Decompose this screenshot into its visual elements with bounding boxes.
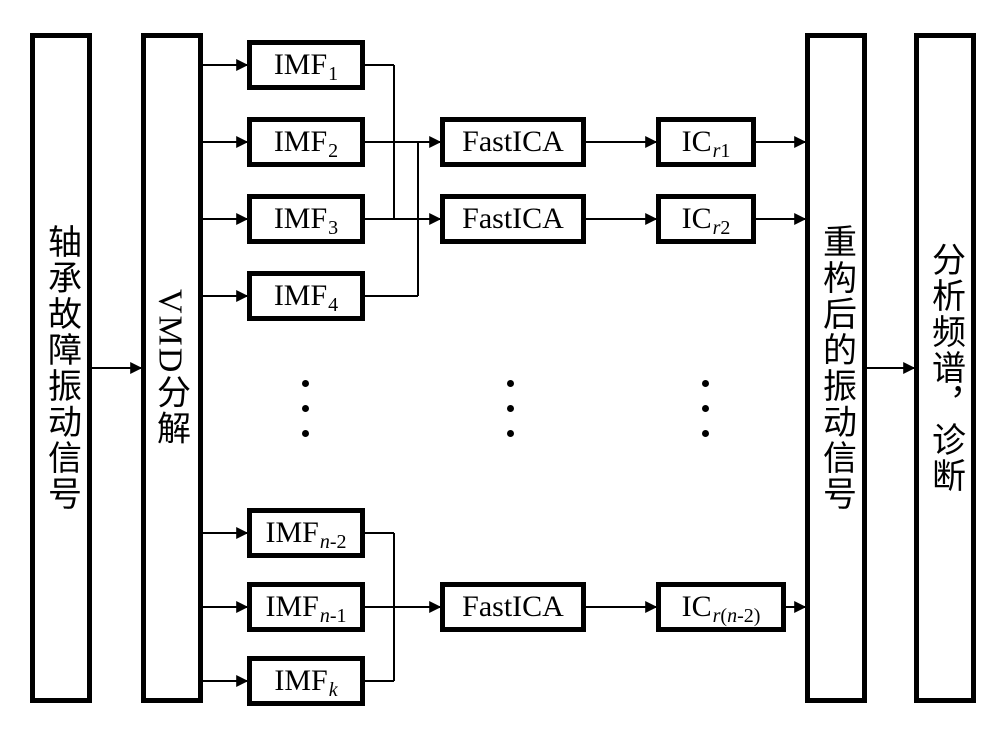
imf-label: IMF3 bbox=[274, 202, 338, 236]
stage-reconstructed-signal-label: 重构后的振动信号 bbox=[812, 224, 861, 512]
imf-label: IMF4 bbox=[274, 279, 338, 313]
ic-box-1: ICr1 bbox=[656, 117, 756, 167]
fastica-box-1: FastICA bbox=[440, 117, 586, 167]
imf-box-5: IMFn-2 bbox=[247, 508, 365, 558]
imf-box-6: IMFn-1 bbox=[247, 582, 365, 632]
stage-analysis: 分析频谱，诊断 bbox=[914, 33, 976, 703]
fastica-label: FastICA bbox=[462, 125, 564, 159]
ic-label: ICr1 bbox=[682, 125, 731, 159]
ellipsis-dots-1 bbox=[302, 380, 309, 437]
stage-vmd: VMD分解 bbox=[141, 33, 203, 703]
imf-label: IMFn-2 bbox=[265, 516, 346, 550]
ic-box-2: ICr2 bbox=[656, 194, 756, 244]
imf-box-4: IMF4 bbox=[247, 271, 365, 321]
fastica-label: FastICA bbox=[462, 590, 564, 624]
fastica-box-2: FastICA bbox=[440, 194, 586, 244]
stage-input-signal: 轴承故障振动信号 bbox=[30, 33, 92, 703]
stage-vmd-label: VMD分解 bbox=[146, 289, 199, 446]
ic-label: ICr(n-2) bbox=[682, 590, 761, 624]
ellipsis-dots-3 bbox=[702, 380, 709, 437]
imf-box-1: IMF1 bbox=[247, 40, 365, 90]
imf-box-7: IMFk bbox=[247, 656, 365, 706]
imf-box-3: IMF3 bbox=[247, 194, 365, 244]
imf-label: IMFn-1 bbox=[265, 590, 346, 624]
stage-analysis-label: 分析频谱，诊断 bbox=[921, 242, 970, 494]
fastica-box-3: FastICA bbox=[440, 582, 586, 632]
imf-label: IMF1 bbox=[274, 48, 338, 82]
ic-box-3: ICr(n-2) bbox=[656, 582, 786, 632]
ic-label: ICr2 bbox=[682, 202, 731, 236]
stage-reconstructed-signal: 重构后的振动信号 bbox=[805, 33, 867, 703]
stage-input-signal-label: 轴承故障振动信号 bbox=[37, 224, 86, 512]
imf-box-2: IMF2 bbox=[247, 117, 365, 167]
imf-label: IMFk bbox=[274, 664, 337, 698]
imf-label: IMF2 bbox=[274, 125, 338, 159]
fastica-label: FastICA bbox=[462, 202, 564, 236]
ellipsis-dots-2 bbox=[507, 380, 514, 437]
